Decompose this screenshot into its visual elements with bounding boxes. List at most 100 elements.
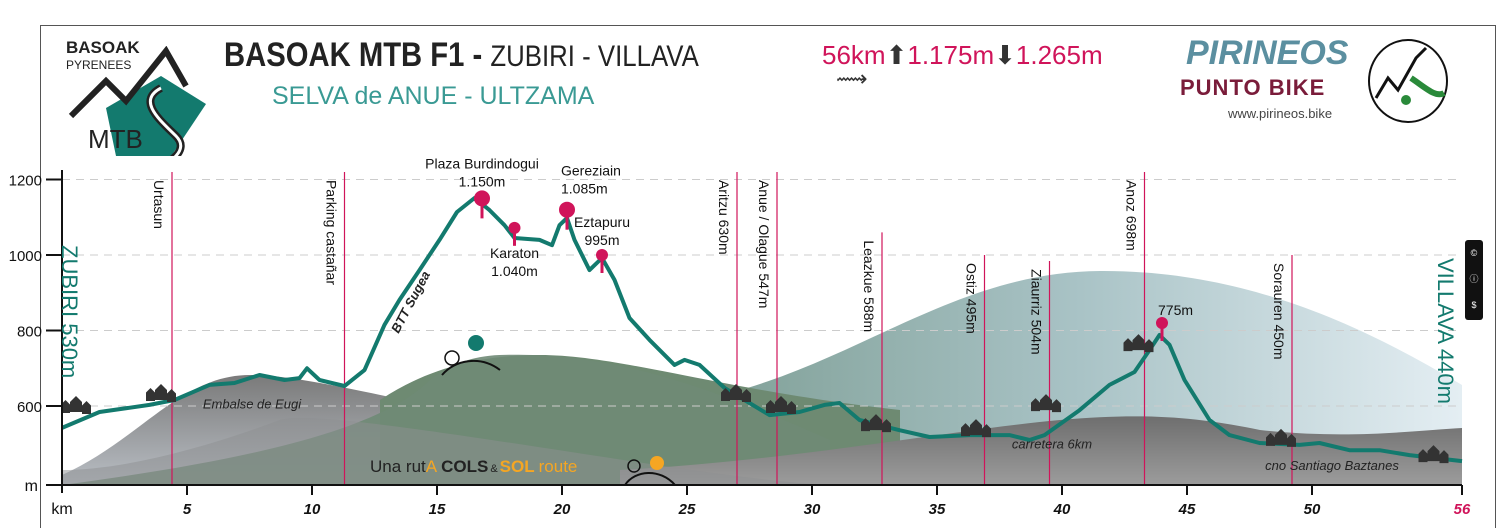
x-tick-label: 50 [1304, 501, 1321, 518]
waypoint-label: Ziaurriz 504m [1029, 269, 1045, 355]
x-tick-label: 35 [929, 501, 946, 518]
basoak-logo: BASOAK PYRENEES MTB [66, 38, 206, 156]
arrow-up-icon: ⬆ [885, 40, 908, 70]
summit-dot [1156, 316, 1168, 329]
x-tick-label: 20 [553, 501, 571, 518]
village-icon [766, 396, 796, 415]
waypoint-label: Anoz 698m [1124, 180, 1140, 251]
summit-name: Karaton [490, 245, 539, 261]
house-icon [155, 383, 167, 400]
village-icon [861, 414, 891, 433]
x-tick-label: 45 [1178, 501, 1196, 518]
house-icon [1266, 432, 1275, 446]
house-icon [70, 396, 82, 413]
logo-line1: BASOAK [66, 38, 140, 57]
subtitle: SELVA de ANUE - ULTZAMA [272, 82, 595, 110]
x-tick-label: 40 [1053, 501, 1071, 518]
summit-dot [559, 201, 575, 218]
title-route: ZUBIRI - VILLAVA [490, 40, 699, 73]
village-icon [1418, 445, 1449, 464]
x-tick-label: 15 [429, 501, 446, 518]
house-icon [61, 400, 70, 414]
arrow-down-icon: ⬇ [994, 40, 1016, 70]
logo-line2: PYRENEES [66, 58, 132, 72]
annotation: BTT Sugea [388, 268, 433, 335]
summit-marker: Gereziain 1.085m [559, 163, 621, 230]
house-icon [766, 400, 775, 414]
waypoint: Anoz 698m [1124, 171, 1146, 485]
house-icon [1427, 445, 1440, 462]
summit-name: Gereziain [561, 163, 621, 179]
village-icon [61, 396, 91, 415]
waypoint: Aritzu 630m [716, 171, 738, 485]
village-icon [146, 383, 176, 402]
x-tick-label: 10 [304, 501, 321, 518]
logo-line3: MTB [88, 124, 143, 154]
brand-tagline: PUNTO BIKE [1180, 75, 1326, 100]
house-icon [1123, 338, 1133, 352]
house-icon [882, 419, 891, 433]
house-icon [1132, 334, 1145, 351]
waypoint-label: Anue / Olague 547m [756, 180, 772, 308]
house-icon [870, 414, 882, 431]
house-icon [1144, 339, 1154, 353]
waypoint-label: Parking castañar [324, 180, 340, 285]
summit-elevation: 775m [1158, 302, 1193, 318]
summit-elevation: 995m [584, 232, 619, 248]
x-axis-unit: km [51, 501, 72, 518]
waypoint-label: Sorauren 450m [1271, 263, 1287, 360]
house-icon [1275, 428, 1287, 445]
house-icon [167, 388, 176, 402]
waypoints: Urtasun Parking castañar Aritzu 630m Anue /… [151, 171, 1293, 485]
cyclist-sun-icon [624, 456, 676, 486]
waypoint: Leazkue 588m [861, 232, 883, 485]
y-tick-label: 600 [17, 399, 42, 416]
brand-name: PIRINEOS [1186, 34, 1349, 72]
house-icon [1287, 433, 1296, 447]
elevation-profile-line [61, 196, 1463, 464]
route-stats: 56km⬆1.175m⬇1.265m [822, 40, 1103, 70]
brand-url: www.pirineos.bike [1228, 106, 1333, 121]
house-icon [146, 387, 155, 401]
summit-dot [508, 221, 521, 234]
annotation: Embalse de Eugi [203, 396, 302, 411]
summit-name: Eztapuru [574, 214, 630, 230]
tagline: Una rutA COLS & SOL route [370, 335, 676, 486]
y-tick-label: 1000 [9, 248, 42, 265]
waypoint: Ziaurriz 504m [1029, 261, 1051, 485]
tagline-text: Una rutA COLS & SOL route [370, 457, 577, 476]
house-icon [82, 401, 91, 415]
waypoint-label: Aritzu 630m [716, 180, 732, 255]
distance: 56km [822, 40, 886, 70]
x-tick-label: 25 [678, 501, 696, 518]
house-icon [861, 418, 870, 432]
title-bold: BASOAK MTB F1 - [224, 36, 483, 74]
house-icon [1052, 399, 1061, 413]
annotation: carretera 6km [1012, 436, 1092, 451]
summits: Plaza Burdindogui 1.150m Karaton 1.040m Gere… [425, 155, 1193, 341]
summit-name: Plaza Burdindogui [425, 155, 539, 171]
house-icon [1439, 450, 1449, 464]
start-label: ZUBIRI 530m [57, 245, 82, 378]
villages [61, 334, 1449, 464]
house-icon [775, 396, 787, 413]
y-tick-label: 1200 [9, 173, 42, 190]
end-label: VILLAVA 440m [1433, 258, 1458, 404]
house-icon [730, 383, 742, 400]
summit-elevation: 1.040m [491, 263, 538, 279]
village-icon [1123, 334, 1154, 353]
village-icon [721, 383, 751, 402]
arrow-right-icon: ⟿ [836, 66, 868, 91]
x-tick-label: 30 [804, 501, 821, 518]
house-icon [721, 387, 730, 401]
frame [40, 25, 1496, 528]
house-icon [1418, 449, 1428, 463]
brand-logo-icon [1368, 39, 1448, 123]
cc-by-nc-icon: © ⓘ $ [1465, 240, 1483, 320]
ascent: 1.175m [907, 40, 995, 70]
y-axis-unit: m [25, 478, 38, 495]
waypoint: Ostiz 495m [964, 255, 986, 485]
house-icon [1040, 394, 1052, 411]
